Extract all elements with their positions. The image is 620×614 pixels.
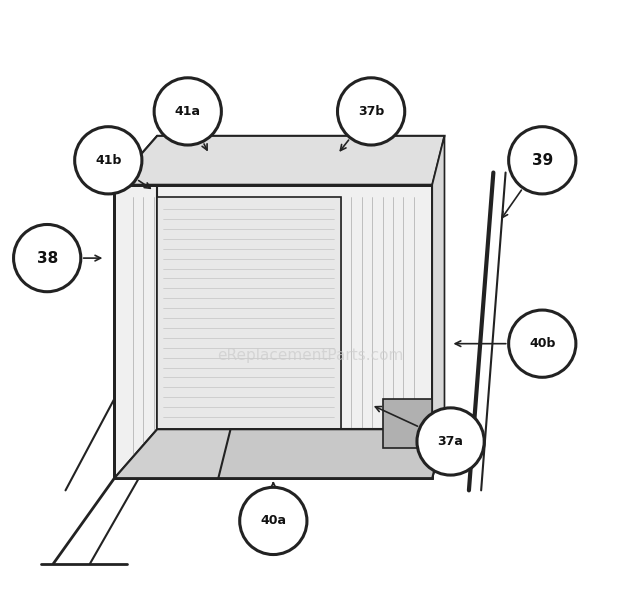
Circle shape: [14, 225, 81, 292]
Circle shape: [417, 408, 484, 475]
Text: 38: 38: [37, 251, 58, 266]
Text: 41a: 41a: [175, 105, 201, 118]
Text: 37a: 37a: [438, 435, 464, 448]
FancyBboxPatch shape: [115, 185, 432, 478]
Text: eReplacementParts.com: eReplacementParts.com: [217, 348, 403, 363]
Polygon shape: [432, 136, 445, 478]
Text: 40a: 40a: [260, 515, 286, 527]
Text: 37b: 37b: [358, 105, 384, 118]
Circle shape: [154, 78, 221, 145]
Polygon shape: [157, 197, 340, 429]
Circle shape: [337, 78, 405, 145]
Text: 40b: 40b: [529, 337, 556, 350]
Circle shape: [508, 310, 576, 377]
Text: 41b: 41b: [95, 154, 122, 167]
Circle shape: [240, 488, 307, 554]
Polygon shape: [218, 429, 445, 478]
Circle shape: [74, 126, 142, 194]
Circle shape: [508, 126, 576, 194]
Polygon shape: [115, 429, 445, 478]
Polygon shape: [115, 136, 445, 185]
Text: 39: 39: [531, 153, 553, 168]
Polygon shape: [383, 398, 432, 448]
